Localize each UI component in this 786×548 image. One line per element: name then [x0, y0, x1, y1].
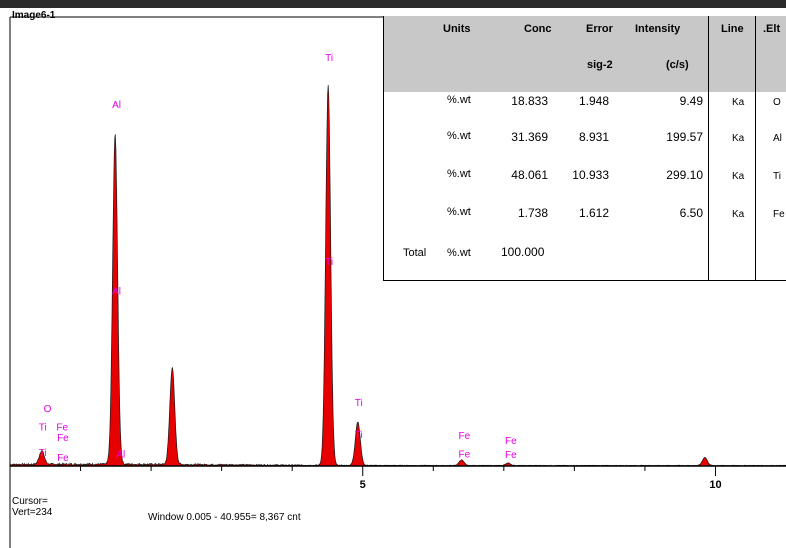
x-tick-label: 10 [709, 479, 721, 491]
element-marker-label: Fe [56, 422, 68, 433]
table-cell-line: Ka [732, 97, 745, 108]
element-marker-label: Ti [325, 53, 333, 64]
x-tick-label: 5 [360, 479, 366, 491]
header-conc: Conc [524, 23, 552, 35]
quant-results-table: Units Conc Error sig-2 Intensity (c/s) L… [383, 16, 786, 281]
table-cell-intensity: 299.10 [666, 168, 703, 182]
element-marker-label: O [44, 404, 52, 415]
table-cell-error: 1.948 [578, 94, 609, 108]
table-cell-conc: 18.833 [511, 94, 548, 108]
element-marker-label: Fe [57, 433, 69, 444]
element-marker-label: Fe [458, 449, 470, 460]
cursor-info: Cursor= Vert=234 [12, 496, 52, 518]
top-image-strip [0, 0, 786, 8]
window-count-readout: Window 0.005 - 40.955= 8,367 cnt [148, 512, 301, 523]
total-conc: 100.000 [501, 245, 545, 259]
table-cell-error: 8.931 [578, 130, 609, 144]
element-marker-label: Fe [505, 436, 517, 447]
element-marker-label: Al [112, 100, 121, 111]
element-marker-label: Ti [355, 398, 363, 409]
header-intensity: Intensity [635, 23, 681, 35]
table-cell-elt: O [773, 97, 781, 108]
table-cell-conc: 31.369 [511, 130, 548, 144]
table-divider-line [755, 16, 756, 280]
element-marker-label: Al [116, 449, 125, 460]
table-cell-error: 10.933 [572, 168, 609, 182]
table-cell-elt: Ti [773, 171, 781, 182]
element-marker-label: Fe [57, 453, 69, 464]
table-cell-line: Ka [732, 171, 745, 182]
table-cell-units: %.wt [447, 94, 471, 106]
table-cell-conc: 1.738 [517, 206, 548, 220]
element-marker-label: Ti [39, 448, 47, 459]
table-cell-elt: Al [773, 133, 782, 144]
element-marker-label: Fe [458, 431, 470, 442]
table-cell-error: 1.612 [578, 206, 609, 220]
table-cell-units: %.wt [447, 206, 471, 218]
header-error: Error [586, 23, 613, 35]
table-cell-units: %.wt [447, 168, 471, 180]
image-label: Image6-1 [12, 10, 56, 21]
header-units: Units [443, 23, 471, 35]
table-cell-line: Ka [732, 133, 745, 144]
element-marker-label: Al [112, 287, 121, 298]
table-cell-intensity: 9.49 [679, 94, 703, 108]
table-cell-intensity: 199.57 [666, 130, 703, 144]
header-element: .Elt [763, 23, 781, 35]
table-cell-elt: Fe [773, 209, 785, 220]
table-cell-conc: 48.061 [511, 168, 548, 182]
header-error-sub: sig-2 [587, 59, 613, 71]
element-marker-label: Fe [505, 450, 517, 461]
table-divider-line [708, 16, 709, 280]
cursor-label: Cursor= [12, 496, 48, 507]
table-cell-intensity: 6.50 [679, 206, 703, 220]
header-line: Line [721, 23, 744, 35]
element-marker-label: Ti [325, 257, 333, 268]
table-header-bg [383, 16, 786, 92]
table-left-border [383, 16, 384, 280]
table-cell-line: Ka [732, 209, 745, 220]
vert-readout: Vert=234 [12, 507, 53, 518]
element-marker-label: Ti [355, 430, 363, 441]
x-axis-ticks: 5 10 [80, 466, 722, 491]
table-cell-units: %.wt [447, 130, 471, 142]
element-marker-label: Ti [39, 422, 47, 433]
total-label: Total [403, 247, 427, 259]
header-intensity-sub: (c/s) [666, 59, 689, 71]
total-units: %.wt [447, 247, 471, 259]
